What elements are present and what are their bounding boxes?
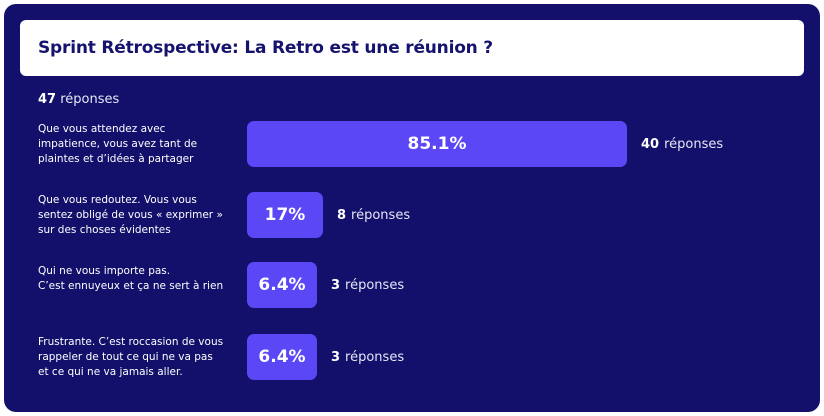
question-label: Que vous redoutez. Vous vous sentez obli… — [38, 194, 223, 236]
bar: 85.1% — [247, 121, 627, 167]
question-label: Frustrante. C’est roccasion de vous rapp… — [38, 336, 224, 378]
total-label: réponses — [60, 92, 120, 107]
bar: 6.4% — [247, 262, 317, 308]
response-count: 8 réponses — [337, 192, 410, 238]
response-count-label: réponses — [345, 277, 405, 293]
response-count-label: réponses — [345, 349, 405, 365]
poll-card: Sprint Rétrospective: La Retro est une r… — [4, 4, 820, 412]
total-responses: 47 réponses — [38, 92, 119, 107]
response-count: 3 réponses — [331, 262, 404, 308]
response-count: 40 réponses — [641, 121, 723, 167]
bar-percent-label: 85.1% — [407, 134, 467, 154]
response-count-label: réponses — [664, 136, 724, 152]
bar: 17% — [247, 192, 323, 238]
response-count-number: 3 — [331, 277, 341, 293]
response-count: 3 réponses — [331, 334, 404, 380]
question-label: Que vous attendez avec impatience, vous … — [38, 123, 198, 165]
response-count-number: 8 — [337, 207, 347, 223]
title-box: Sprint Rétrospective: La Retro est une r… — [20, 20, 804, 76]
question-label: Qui ne vous importe pas. C’est ennuyeux … — [38, 265, 224, 292]
response-count-label: réponses — [351, 207, 411, 223]
poll-title: Sprint Rétrospective: La Retro est une r… — [38, 38, 493, 58]
total-count: 47 — [38, 92, 57, 107]
bar: 6.4% — [247, 334, 317, 380]
bar-percent-label: 17% — [264, 205, 306, 225]
response-count-number: 40 — [641, 136, 660, 152]
bar-percent-label: 6.4% — [258, 347, 306, 367]
response-count-number: 3 — [331, 349, 341, 365]
bar-percent-label: 6.4% — [258, 275, 306, 295]
